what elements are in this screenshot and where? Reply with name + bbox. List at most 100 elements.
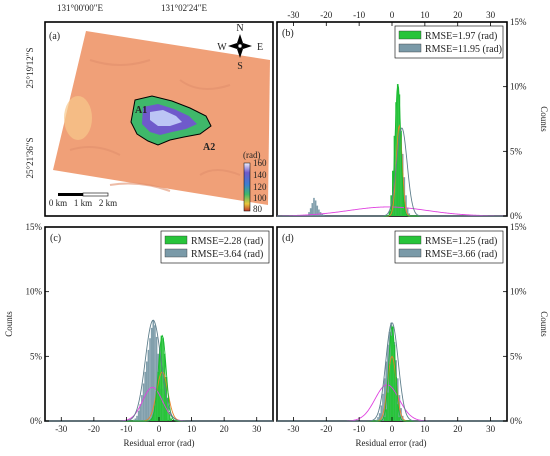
y-tick-label: 5% <box>30 351 43 361</box>
rock-outcrop-peak <box>150 110 182 126</box>
compass-e: E <box>257 42 263 53</box>
x-tick-label: -10 <box>353 10 365 20</box>
legend-label: RMSE=1.25 (rad) <box>425 236 497 247</box>
bar <box>375 419 378 421</box>
x-tick-label: -20 <box>320 10 332 20</box>
panel-tag: (c) <box>50 233 61 244</box>
y-tick-label: 10% <box>510 287 527 297</box>
x-tick-label: 20 <box>453 10 463 20</box>
bar <box>139 404 142 421</box>
map-lon-tick-1: 131°00'00"E <box>57 3 103 13</box>
legend-label: RMSE=1.97 (rad) <box>425 31 497 42</box>
histogram-panel-2: 0% 5% 10% 15% -30 -20 -10 0 10 20 30 (b) RMSE=1.97 (… <box>276 10 527 221</box>
bar <box>134 418 137 421</box>
colorbar-tick-4: 80 <box>253 204 263 214</box>
x-tick-label: -30 <box>287 10 299 20</box>
y-tick-label: 15% <box>26 222 43 232</box>
bar <box>321 213 323 216</box>
bar <box>168 411 171 421</box>
map-panel: A1 A2 (a) N S W E 0 km 1 km 2 km <box>44 21 274 217</box>
bar <box>170 418 173 421</box>
map-lat-tick-2: 25°21'36"S <box>25 138 35 179</box>
bar <box>162 338 164 421</box>
bar <box>378 413 381 421</box>
xlabel-left: Residual error (rad) <box>124 438 195 448</box>
bar <box>385 409 388 421</box>
x-tick-label: 0 <box>390 10 395 20</box>
colorbar: (rad) 160 140 120 100 80 <box>243 150 267 214</box>
fit-curve-4 <box>277 322 507 422</box>
y-tick-label: 15% <box>510 222 527 232</box>
x-tick-label: 10 <box>420 424 430 434</box>
bar <box>159 348 161 421</box>
bar <box>400 130 402 216</box>
bar <box>136 415 138 421</box>
bar <box>408 213 411 216</box>
legend-label: RMSE=2.28 (rad) <box>191 236 263 247</box>
y-tick-label: 15% <box>510 17 527 27</box>
bar <box>309 208 312 216</box>
bar <box>150 418 153 421</box>
y-tick-label: 0% <box>510 211 523 221</box>
fit-curve-4 <box>45 319 273 422</box>
bar <box>383 378 386 421</box>
xlabel-right: Residual error (rad) <box>356 438 427 448</box>
bar <box>392 326 394 421</box>
y-tick-label: 10% <box>26 287 43 297</box>
bar <box>388 364 391 421</box>
scalebar: 0 km 1 km 2 km <box>49 192 117 208</box>
terrain-ridges <box>69 59 241 192</box>
legend-swatch <box>398 43 422 53</box>
compass-w: W <box>217 42 227 53</box>
bar <box>149 338 151 421</box>
ylabel-left: Counts <box>4 311 14 337</box>
bar <box>313 197 315 216</box>
map-lon-tick-2: 131°02'24"E <box>161 3 207 13</box>
bar <box>382 393 384 421</box>
bar <box>390 335 392 421</box>
bar <box>377 417 379 421</box>
bar <box>401 173 404 216</box>
bar <box>132 419 135 421</box>
bar <box>405 195 407 216</box>
bar <box>142 383 145 421</box>
label-a2: A2 <box>203 142 215 153</box>
legend-swatch <box>398 235 422 245</box>
colorbar-tick-1: 140 <box>253 170 267 180</box>
compass-rose-icon <box>228 34 252 58</box>
y-tick-label: 5% <box>510 351 523 361</box>
panel-a-tag: (a) <box>49 31 60 42</box>
scalebar-label-0: 0 km <box>49 198 67 208</box>
x-tick-label: 30 <box>252 424 262 434</box>
legend-label: RMSE=3.66 (rad) <box>425 249 497 260</box>
terrain-highlight <box>64 96 92 140</box>
y-tick-label: 0% <box>30 416 43 426</box>
scalebar-label-1: 1 km <box>74 198 92 208</box>
panel-tag: (b) <box>282 28 294 39</box>
fit-curve-4 <box>277 127 507 217</box>
x-tick-label: 0 <box>157 424 162 434</box>
legend-label: RMSE=3.64 (rad) <box>191 249 263 260</box>
bar <box>380 405 383 421</box>
legend-label: RMSE=11.95 (rad) <box>425 44 502 55</box>
x-tick-label: 20 <box>220 424 230 434</box>
panel-tag: (d) <box>282 233 294 244</box>
histogram-panel-4: 0% 5% 10% 15% -30 -20 -10 0 10 20 30 (d) RMSE=1.25 (… <box>276 222 527 434</box>
legend-swatch <box>164 248 188 258</box>
y-tick-label: 5% <box>510 146 523 156</box>
bar <box>383 417 386 421</box>
x-tick-label: -20 <box>88 424 100 434</box>
bar <box>160 335 163 421</box>
compass-s: S <box>237 61 243 72</box>
y-tick-label: 10% <box>510 82 527 92</box>
bar <box>406 208 409 216</box>
bar <box>157 371 159 421</box>
bar <box>398 94 401 216</box>
compass-n: N <box>236 23 243 34</box>
bar <box>387 392 389 421</box>
x-tick-label: 30 <box>486 424 496 434</box>
bar <box>316 205 319 216</box>
legend-swatch <box>398 30 422 40</box>
colorbar-tick-3: 100 <box>253 193 267 203</box>
bar <box>308 212 310 216</box>
